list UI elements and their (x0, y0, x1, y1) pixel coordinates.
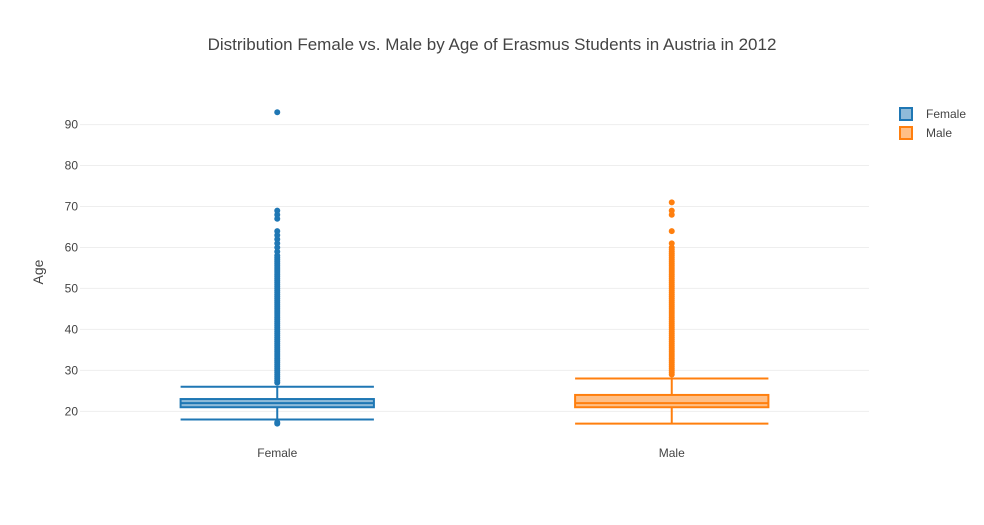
box-traces (179, 109, 770, 427)
legend-label-male: Male (926, 126, 952, 140)
legend[interactable]: Female Male (899, 107, 966, 140)
legend-swatch-female (899, 107, 913, 121)
gridlines (80, 124, 869, 412)
y-tick-label-90: 90 (65, 118, 79, 132)
x-axis-ticks: Female Male (257, 446, 685, 460)
x-tick-label-female: Female (257, 446, 297, 460)
y-tick-label-30: 30 (65, 363, 79, 377)
y-tick-label-60: 60 (65, 240, 79, 254)
legend-label-female: Female (926, 107, 966, 121)
y-tick-label-50: 50 (65, 281, 79, 295)
y-tick-label-40: 40 (65, 322, 79, 336)
legend-item-male[interactable]: Male (899, 126, 952, 140)
x-tick-label-male: Male (659, 446, 685, 460)
outlier-point (668, 228, 675, 235)
y-tick-label-80: 80 (65, 159, 79, 173)
y-tick-label-70: 70 (65, 200, 79, 214)
legend-item-female[interactable]: Female (899, 107, 966, 121)
outlier-point (274, 207, 281, 214)
y-axis-title: Age (30, 259, 46, 284)
box-trace-male (574, 199, 770, 425)
y-axis-ticks: 20 30 40 50 60 70 80 90 (65, 118, 79, 419)
outlier-point (668, 207, 675, 214)
outlier-point (668, 199, 675, 206)
outlier-point (274, 228, 281, 235)
outlier-point (668, 240, 675, 247)
legend-swatch-male (899, 126, 913, 140)
outlier-point (274, 109, 281, 116)
y-tick-label-20: 20 (65, 404, 79, 418)
box-trace-female (179, 109, 375, 427)
chart-title: Distribution Female vs. Male by Age of E… (208, 35, 777, 54)
iqr-box (574, 393, 770, 409)
outlier-point (274, 419, 281, 426)
